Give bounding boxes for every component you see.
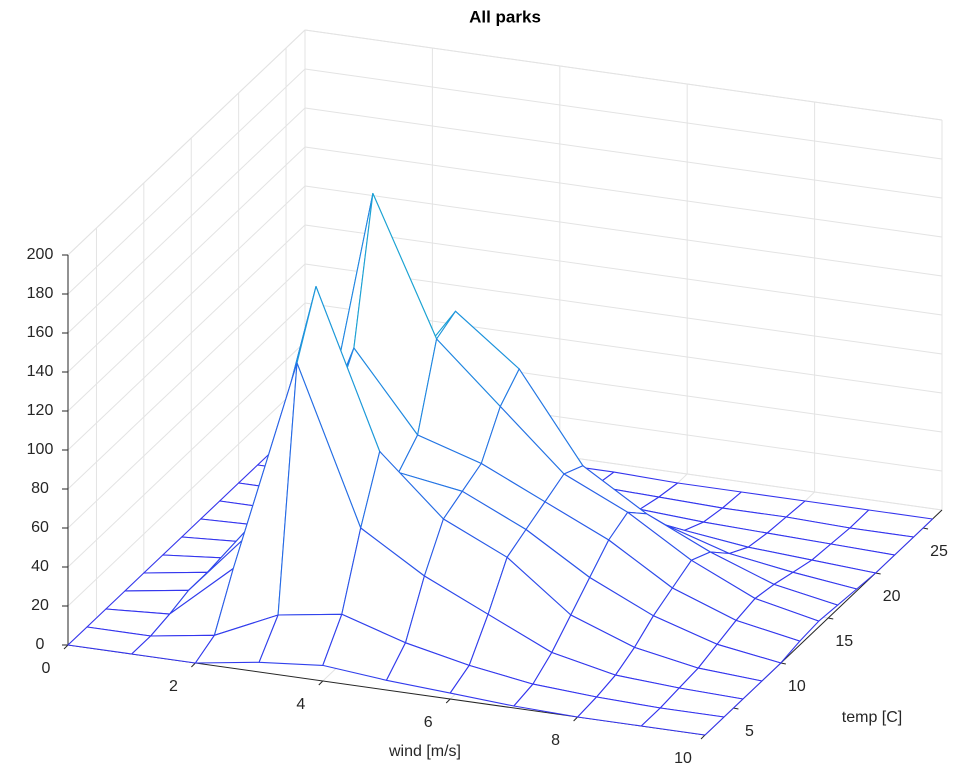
grid-line — [67, 224, 306, 451]
z-tick-label: 140 — [27, 363, 54, 380]
y-tick-label: 25 — [930, 543, 948, 560]
z-tick-label: 40 — [31, 558, 49, 575]
x-tick-label: 10 — [674, 750, 692, 767]
grid-line — [304, 263, 943, 355]
grid-line — [304, 29, 943, 121]
y-tick-label: 20 — [883, 588, 901, 605]
z-tick-label: 180 — [27, 285, 54, 302]
grid-line — [67, 380, 306, 607]
grid-line — [304, 224, 943, 316]
x-tick — [191, 662, 196, 668]
chart-title: All parks — [469, 7, 541, 26]
y-axis-label: temp [C] — [842, 709, 902, 726]
x-tick — [63, 644, 69, 650]
y-tick — [733, 707, 739, 710]
z-tick-label: 100 — [27, 441, 54, 458]
grid-line — [67, 341, 306, 568]
x-tick-label: 0 — [42, 660, 51, 677]
y-tick — [828, 617, 834, 620]
grid-line — [304, 146, 943, 238]
x-tick — [573, 716, 578, 722]
grid-line — [67, 29, 306, 256]
z-tick-label: 0 — [36, 636, 45, 653]
grid-line — [304, 68, 943, 160]
x-tick — [445, 698, 451, 704]
z-tick-label: 160 — [27, 324, 54, 341]
x-tick-label: 4 — [296, 696, 305, 713]
y-tick — [875, 572, 881, 575]
grid-line — [67, 263, 306, 490]
z-tick-label: 80 — [31, 480, 49, 497]
y-tick-label: 15 — [835, 633, 853, 650]
grid-line — [67, 185, 306, 412]
x-tick — [700, 734, 706, 740]
y-tick-label: 10 — [788, 678, 806, 695]
x-tick-label: 8 — [551, 732, 560, 749]
grid-line — [67, 68, 306, 295]
mesh-cell — [640, 707, 725, 736]
grid-line — [304, 185, 943, 277]
grid-line — [67, 146, 306, 373]
grid-line — [67, 302, 306, 529]
z-tick-label: 60 — [31, 519, 49, 536]
y-tick — [922, 527, 929, 530]
x-axis-label: wind [m/s] — [388, 743, 461, 760]
x-tick-label: 6 — [424, 714, 433, 731]
grid-line — [304, 107, 943, 199]
x-tick-label: 2 — [169, 678, 178, 695]
z-tick-label: 120 — [27, 402, 54, 419]
y-tick-label: 5 — [745, 723, 754, 740]
z-tick-label: 20 — [31, 597, 49, 614]
x-tick — [318, 680, 324, 686]
y-tick — [780, 662, 786, 665]
z-tick-label: 200 — [27, 246, 54, 263]
grid-line — [67, 107, 306, 334]
